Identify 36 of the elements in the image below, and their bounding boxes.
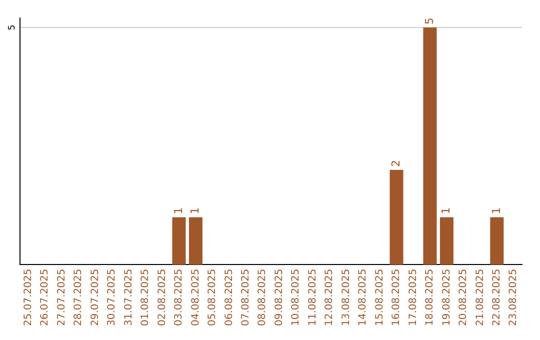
data-label: 5 (422, 17, 436, 24)
data-label: 2 (389, 160, 402, 167)
x-tick-label: 31.07.2025 (123, 268, 134, 326)
data-label: 1 (490, 207, 503, 214)
data-label: 1 (188, 207, 202, 214)
x-tick-label: 10.08.2025 (290, 268, 302, 326)
data-label: 1 (172, 207, 185, 214)
x-tick-label: 03.08.2025 (174, 268, 185, 326)
x-tick-label: 13.08.2025 (340, 268, 352, 326)
x-tick-label: 07.08.2025 (240, 268, 252, 326)
x-tick-label: 12.08.2025 (324, 268, 336, 326)
x-tick-label: 22.08.2025 (491, 268, 502, 326)
x-tick-label: 05.08.2025 (207, 268, 218, 326)
x-tick-label: 30.07.2025 (106, 268, 118, 326)
data-label: 1 (440, 207, 453, 214)
x-tick-label: 25.07.2025 (22, 268, 34, 326)
x-tick-label: 01.08.2025 (140, 268, 152, 326)
x-tick-label: 16.08.2025 (391, 268, 402, 326)
x-tick-label: 09.08.2025 (274, 268, 285, 326)
x-tick-label: 17.08.2025 (408, 268, 419, 326)
x-tick-label: 14.08.2025 (358, 268, 369, 326)
x-tick-label: 11.08.2025 (307, 268, 318, 326)
x-tick-label: 08.08.2025 (257, 268, 268, 326)
x-tick-label: 04.08.2025 (190, 268, 202, 326)
x-tick-label: 02.08.2025 (156, 268, 168, 326)
x-tick-label: 27.07.2025 (56, 268, 68, 326)
x-tick-label: 18.08.2025 (424, 268, 436, 326)
x-tick-label: 29.07.2025 (90, 268, 101, 326)
x-tick-label: 20.08.2025 (458, 268, 470, 326)
x-tick-label: 21.08.2025 (474, 268, 486, 326)
x-tick-label: 06.08.2025 (224, 268, 235, 326)
x-tick-label: 26.07.2025 (40, 268, 51, 326)
x-tick-label: 15.08.2025 (374, 268, 386, 326)
x-tick-label: 28.07.2025 (73, 268, 84, 326)
x-tick-label: 19.08.2025 (441, 268, 452, 326)
x-tick-label: 23.08.2025 (508, 268, 520, 326)
